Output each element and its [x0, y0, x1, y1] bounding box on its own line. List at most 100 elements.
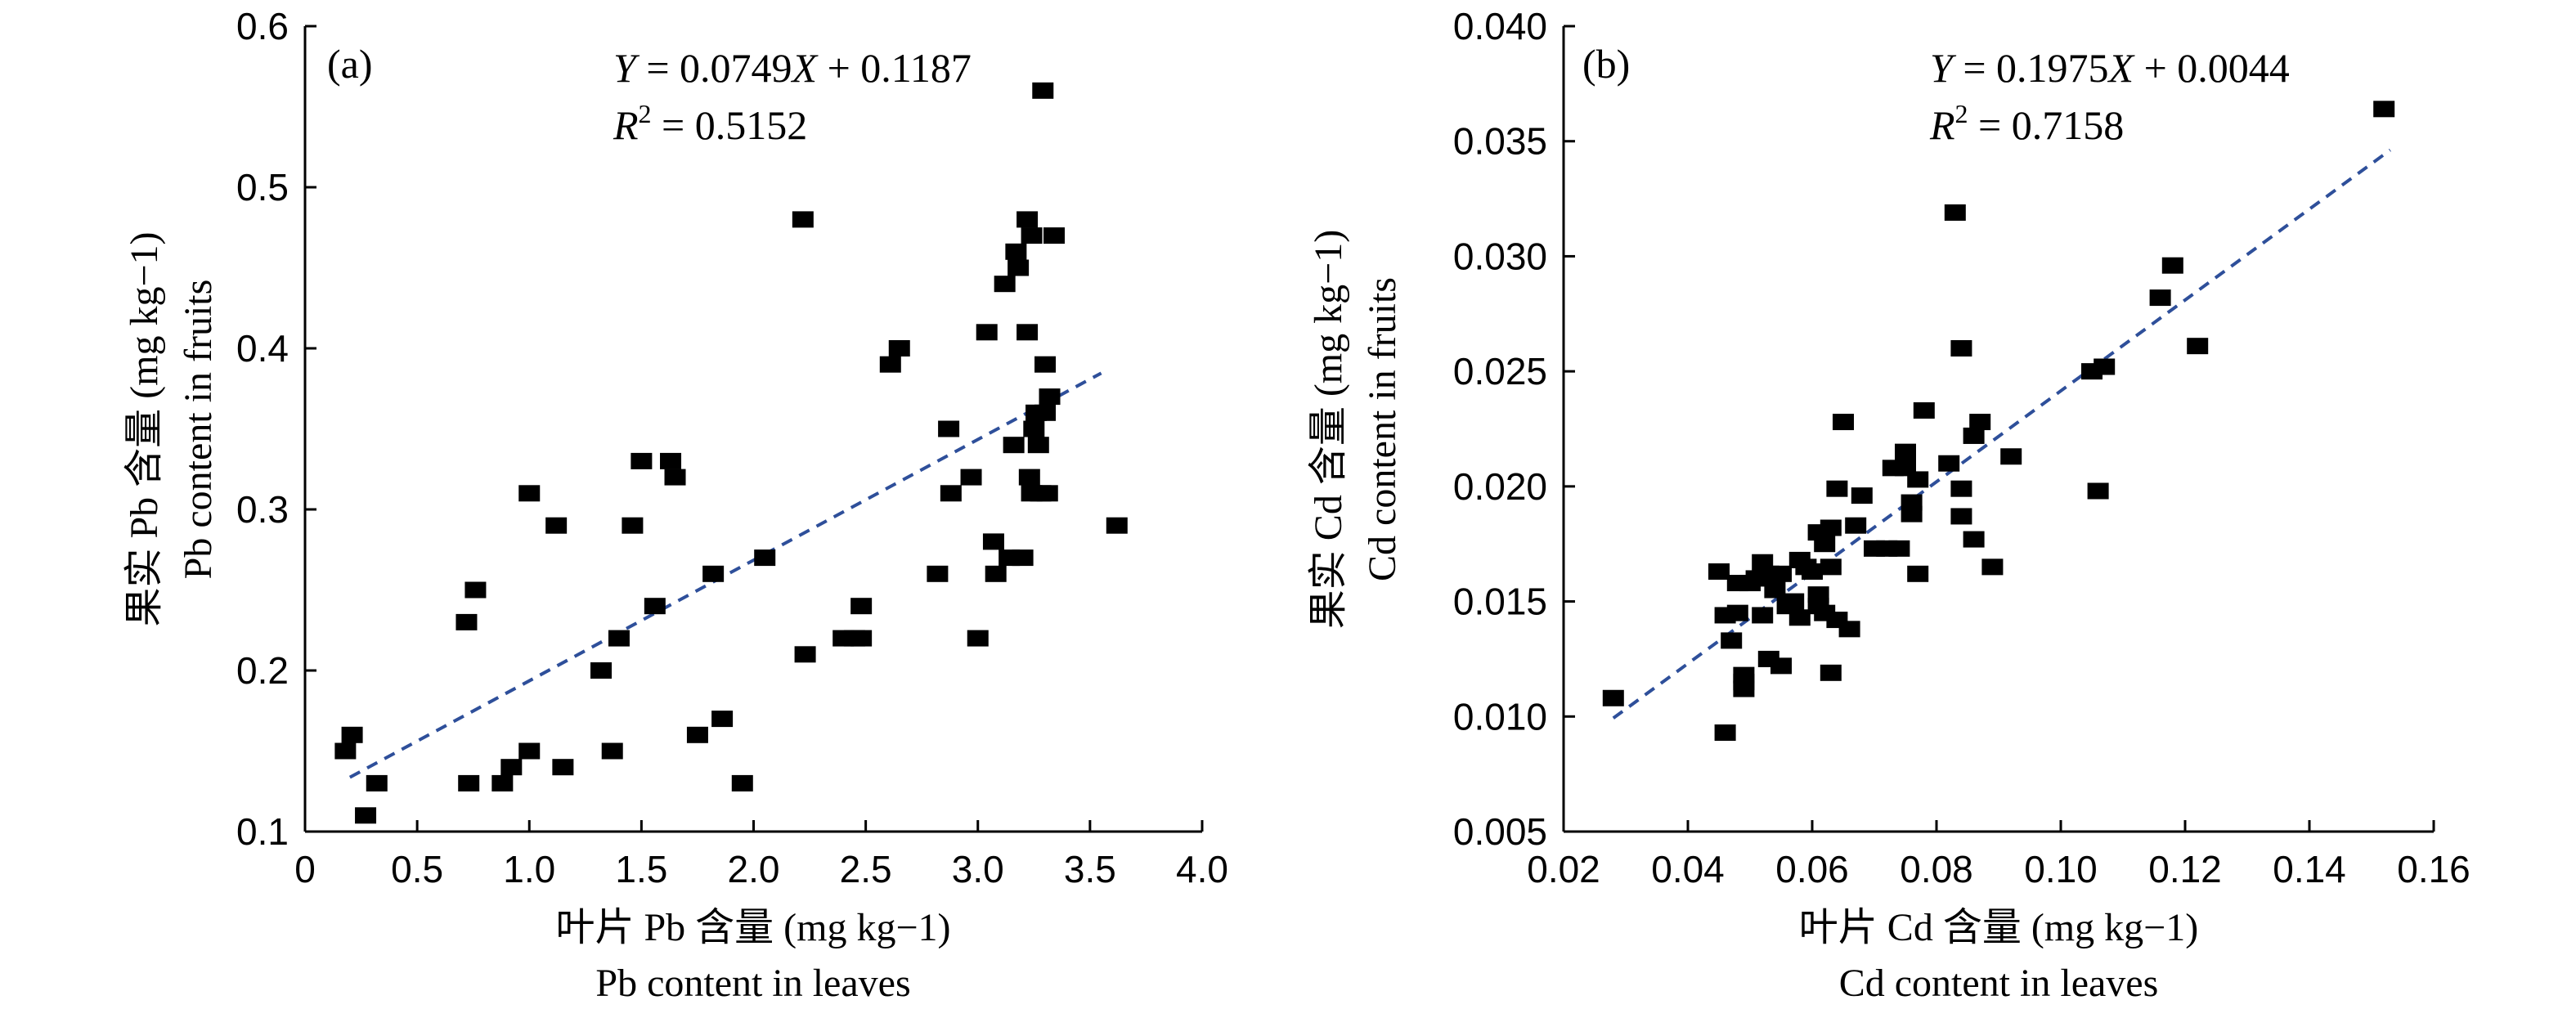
panel-a-data-point [850, 630, 873, 647]
panel-b-data-point [1770, 657, 1792, 675]
panel-b-data-point [1833, 414, 1854, 431]
panel-b-data-point [1814, 536, 1836, 553]
panel-a-data-point [1021, 227, 1043, 244]
panel-b-data-point [2373, 101, 2395, 118]
panel-b-data-point [2087, 482, 2109, 500]
panel-a-y-tick-label: 0.6 [236, 5, 289, 47]
panel-b-equation: Y = 0.1975X + 0.0044 [1930, 45, 2290, 91]
panel-a-y-tick-label: 0.5 [236, 166, 289, 209]
panel-a-data-point [660, 452, 682, 469]
panel-b-data-point [1907, 471, 1929, 488]
panel-a-data-point [794, 646, 816, 663]
panel-b-data-point [1851, 487, 1873, 504]
panel-a-equation: Y = 0.0749X + 0.1187 [613, 45, 972, 91]
panel-a-y-label-en: Pb content in fruits [177, 280, 220, 580]
panel-a-x-tick-label: 4.0 [1176, 848, 1228, 890]
panel-a-data-point [366, 774, 388, 792]
panel-a-data-point [552, 759, 574, 776]
panel-b-data-point [1950, 340, 1972, 357]
panel-b-data-point [1950, 480, 1972, 497]
panel-b-data-point [1770, 565, 1792, 582]
panel-a-data-point [702, 565, 725, 582]
panel-b-y-tick-label: 0.040 [1453, 5, 1547, 47]
panel-b-data-point [2094, 358, 2116, 375]
panel-a-data-point [976, 324, 998, 341]
panel-b-y-tick-label: 0.015 [1453, 581, 1547, 623]
panel-b-data-point [1969, 414, 1991, 431]
panel-b-data-point [1602, 689, 1624, 706]
panel-a-data-point [1012, 549, 1034, 567]
panel-b-data-point [2161, 257, 2183, 274]
panel-a-data-point [644, 598, 666, 615]
panel-b-data-point [1895, 443, 1916, 460]
panel-b-x-tick-label: 0.16 [2397, 848, 2471, 890]
panel-a-data-point [456, 613, 478, 630]
panel-a-data-point [1106, 517, 1128, 534]
panel-b-data-point [1838, 621, 1860, 638]
panel-a-data-point [792, 211, 814, 228]
panel-a-x-label-en: Pb content in leaves [595, 962, 910, 1005]
panel-b-y-tick-label: 0.025 [1453, 350, 1547, 392]
panel-a-data-point [341, 726, 363, 743]
panel-b-data-point [1820, 519, 1842, 536]
panel-a-y-label-cn: 果实 Pb 含量 (mg kg−1) [123, 231, 166, 626]
panel-a-data-point [754, 549, 776, 567]
panel-a-data-point [711, 711, 734, 728]
panel-a-x-label-cn: 叶片 Pb 含量 (mg kg−1) [555, 906, 950, 949]
panel-a-data-point [355, 807, 377, 824]
panel-a-data-point [518, 485, 541, 502]
panel-b-data-point [1981, 558, 2004, 576]
panel-a-trend-line [348, 371, 1102, 779]
panel-a-x-tick-label: 3.0 [952, 848, 1004, 890]
panel-a-data-point [985, 565, 1007, 582]
panel-b-data-point [1944, 204, 1966, 221]
panel-a-data-point [631, 452, 653, 469]
panel-b-data-point [2000, 448, 2022, 465]
panel-a-tag: (a) [327, 41, 373, 87]
panel-a-data-point [1034, 404, 1057, 421]
panel-b-y-label-cn: 果实 Cd 含量 (mg kg−1) [1307, 230, 1350, 629]
panel-a-data-point [888, 340, 910, 357]
panel-a-data-point [1018, 469, 1040, 486]
panel-b-x-tick-label: 0.12 [2148, 848, 2222, 890]
panel-a-data-point [601, 742, 623, 760]
panel-a-x-tick-label: 0 [294, 848, 316, 890]
panel-a-data-point [960, 469, 982, 486]
panel-a-x-tick-label: 1.0 [503, 848, 555, 890]
panel-b-data-point [2187, 338, 2209, 355]
panel-a-data-point [1043, 227, 1065, 244]
panel-b-axes [1562, 26, 2434, 833]
panel-b-x-tick-label: 0.10 [2024, 848, 2098, 890]
panel-b-x-tick-label: 0.06 [1775, 848, 1849, 890]
panel-b-data-point [1752, 607, 1774, 624]
panel-a-data-point [1034, 356, 1057, 373]
panel-a-x-tick-label: 2.5 [840, 848, 892, 890]
panel-a-pb: 0 0.5 1.0 1.5 2.0 2.5 3.0 3.5 4.0 0.1 0.2 0.3 0.4 0.5… [123, 5, 1228, 1005]
panel-a-data-point [1008, 259, 1030, 276]
panel-b-data-point [1788, 609, 1811, 626]
panel-b-x-label-en: Cd content in leaves [1839, 962, 2159, 1005]
panel-b-data-point [1826, 480, 1848, 497]
panel-a-data-point [1016, 324, 1039, 341]
panel-a-y-tick-label: 0.3 [236, 488, 289, 531]
panel-a-x-tick-label: 2.0 [728, 848, 780, 890]
panel-b-data-point [1726, 604, 1748, 621]
panel-a-x-tick-label: 1.5 [615, 848, 667, 890]
panel-a-data-point [879, 356, 901, 373]
panel-b-data-point [1783, 593, 1805, 610]
panel-a-data-point [994, 276, 1016, 293]
panel-a-data-point [982, 533, 1004, 550]
panel-a-data-point [664, 469, 686, 486]
panel-a-data-point [464, 581, 487, 599]
panel-a-ticks: 0 0.5 1.0 1.5 2.0 2.5 3.0 3.5 4.0 0.1 0.2 0.3 0.4 0.5… [236, 5, 1228, 890]
panel-a-y-tick-label: 0.4 [236, 327, 289, 370]
panel-b-x-tick-label: 0.08 [1900, 848, 1973, 890]
panel-a-data-point [1005, 243, 1027, 260]
panel-a-data-point [1027, 437, 1049, 454]
panel-b-y-tick-label: 0.030 [1453, 235, 1547, 277]
panel-b-data-point [1913, 401, 1935, 419]
panel-a-data-point [731, 774, 753, 792]
panel-b-r2: R2 = 0.7158 [1929, 99, 2124, 148]
panel-b-data-point [1888, 540, 1910, 557]
